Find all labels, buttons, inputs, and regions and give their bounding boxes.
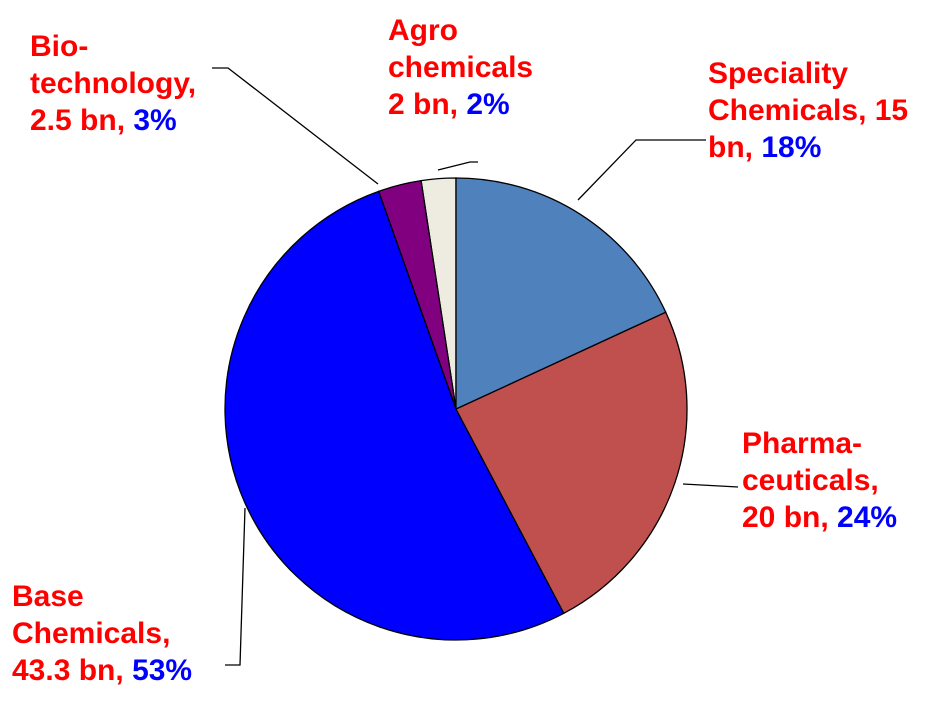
label-text: Pharma-ceuticals, 20 bn,	[742, 427, 879, 534]
label-text: Speciality Chemicals, 15 bn,	[708, 57, 909, 164]
label-text: Bio-technology, 2.5 bn,	[30, 30, 197, 137]
percent-label: 2%	[466, 88, 510, 121]
percent-label: 18%	[761, 131, 822, 164]
leader-line	[437, 161, 478, 171]
label-text: Base Chemicals, 43.3 bn,	[12, 580, 171, 687]
leader-line	[225, 507, 246, 666]
slice-label: Base Chemicals, 43.3 bn, 53%	[12, 578, 227, 689]
pie-slice	[224, 190, 565, 641]
percent-label: 53%	[132, 654, 193, 687]
label-text: Agro chemicals 2 bn,	[388, 14, 534, 121]
slice-label: Speciality Chemicals, 15 bn, 18%	[708, 55, 923, 166]
leader-line	[577, 139, 706, 201]
leader-line	[682, 483, 739, 488]
pie-slice	[455, 311, 688, 615]
pie-slice	[455, 177, 667, 411]
percent-label: 24%	[837, 501, 898, 534]
percent-label: 3%	[133, 104, 177, 137]
slice-label: Agro chemicals 2 bn, 2%	[388, 12, 548, 123]
slice-label: Bio-technology, 2.5 bn, 3%	[30, 28, 230, 139]
slice-label: Pharma-ceuticals, 20 bn, 24%	[742, 425, 920, 536]
leader-line	[212, 67, 379, 185]
